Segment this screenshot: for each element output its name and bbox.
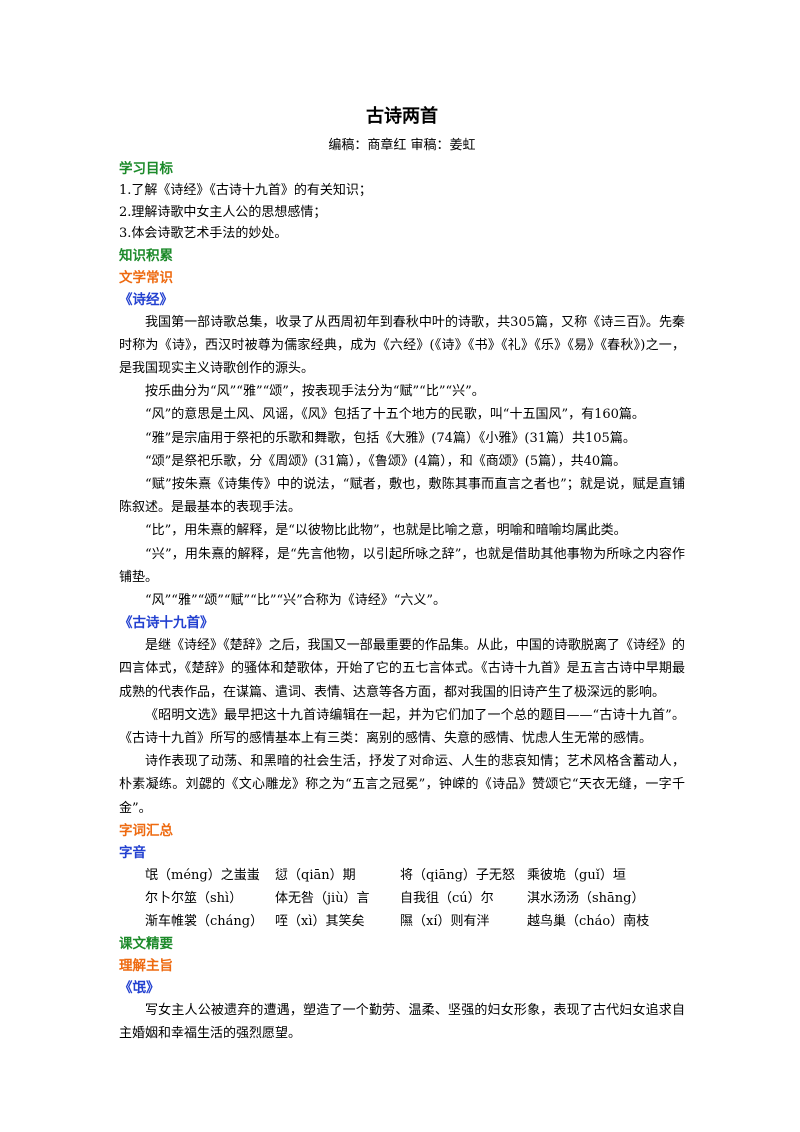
byline: 编稿：商章红 审稿：姜虹	[328, 138, 476, 153]
vocab-item: 氓（méng）之蚩蚩	[145, 867, 260, 883]
paragraph: “比”，用朱熹的解释，是“以彼物比此物”，也就是比喻之意，明喻和暗喻均属此类。	[145, 523, 627, 539]
meng-heading: 《氓》	[119, 979, 160, 996]
paragraph: “雅”是宗庙用于祭祀的乐歌和舞歌，包括《大雅》(74篇）《小雅》(31篇）共10…	[145, 430, 636, 446]
vocabulary-heading: 字词汇总	[119, 822, 173, 839]
vocab-item: 渐车帷裳（cháng）	[145, 913, 264, 929]
paragraph: 写女主人公被遗弃的遭遇，塑造了一个勤劳、温柔、坚强的妇女形象，表现了古代妇女追求…	[119, 1002, 685, 1041]
vocab-item: 将（qiāng）子无怒	[400, 867, 515, 883]
paragraph: “风”的意思是土风、风谣，《风》包括了十五个地方的民歌，叫“十五国风”，有160…	[145, 407, 645, 423]
objective-item: 2.理解诗歌中女主人公的思想感情；	[119, 204, 327, 220]
vocab-item: 尔卜尔筮（shì）	[145, 890, 243, 906]
paragraph: “风”“雅”“颂”“赋”“比”“兴”合称为《诗经》“六义”。	[145, 592, 447, 608]
vocab-item: 淇水汤汤（shāng）	[527, 890, 645, 906]
paragraph: 诗作表现了动荡、和黑暗的社会生活，抒发了对命运、人生的悲哀知情；艺术风格含蓄动人…	[119, 754, 685, 816]
vocab-item: 隰（xí）则有泮	[400, 913, 490, 929]
knowledge-heading: 知识积累	[119, 247, 173, 264]
vocab-row: 尔卜尔筮（shì） 体无咎（jiù）言 自我徂（cú）尔 淇水汤汤（shāng）	[119, 887, 685, 910]
essentials-heading: 课文精要	[119, 935, 173, 952]
paragraph: “兴”，用朱熹的解释，是“先言他物，以引起所咏之辞”，也就是借助其他事物为所咏之…	[119, 546, 685, 585]
document-page: 古诗两首 编稿：商章红 审稿：姜虹 学习目标 1.了解《诗经》《古诗十九首》的有…	[119, 100, 685, 1045]
paragraph: 是继《诗经》《楚辞》之后，我国又一部最重要的作品集。从此，中国的诗歌脱离了《诗经…	[119, 638, 685, 700]
vocab-item: 乘彼垝（guǐ）垣	[527, 867, 626, 883]
vocab-row: 氓（méng）之蚩蚩 愆（qiān）期 将（qiāng）子无怒 乘彼垝（guǐ）…	[119, 864, 685, 887]
paragraph: 《昭明文选》最早把这十九首诗编辑在一起，并为它们加了一个总的题目——“古诗十九首…	[119, 707, 685, 746]
shijing-heading: 《诗经》	[119, 291, 173, 308]
paragraph: “颂”是祭祀乐歌，分《周颂》(31篇），《鲁颂》(4篇），和《商颂》(5篇），共…	[145, 453, 627, 469]
page-title: 古诗两首	[366, 106, 438, 127]
objective-item: 1.了解《诗经》《古诗十九首》的有关知识；	[119, 183, 372, 198]
paragraph: “赋”按朱熹《诗集传》中的说法，“赋者，敷也，敷陈其事而直言之者也”；就是说，赋…	[119, 476, 685, 516]
pronunciation-heading: 字音	[119, 844, 146, 861]
objective-item: 3.体会诗歌艺术手法的妙处。	[119, 226, 288, 241]
paragraph: 我国第一部诗歌总集，收录了从西周初年到春秋中叶的诗歌，共305篇，又称《诗三百》…	[119, 314, 685, 376]
vocab-item: 咥（xì）其笑矣	[275, 913, 365, 929]
gushi-heading: 《古诗十九首》	[119, 615, 214, 632]
vocab-item: 自我徂（cú）尔	[400, 890, 494, 906]
vocab-row: 渐车帷裳（cháng） 咥（xì）其笑矣 隰（xí）则有泮 越鸟巢（cháo）南…	[119, 910, 685, 933]
vocab-item: 愆（qiān）期	[275, 867, 356, 883]
literature-heading: 文学常识	[119, 269, 173, 286]
paragraph: 按乐曲分为“风”“雅”“颂”，按表现手法分为“赋”“比”“兴”。	[145, 384, 485, 400]
vocab-item: 越鸟巢（cháo）南枝	[527, 913, 650, 929]
objectives-heading: 学习目标	[119, 161, 173, 177]
vocab-item: 体无咎（jiù）言	[275, 890, 370, 906]
theme-heading: 理解主旨	[119, 957, 173, 974]
